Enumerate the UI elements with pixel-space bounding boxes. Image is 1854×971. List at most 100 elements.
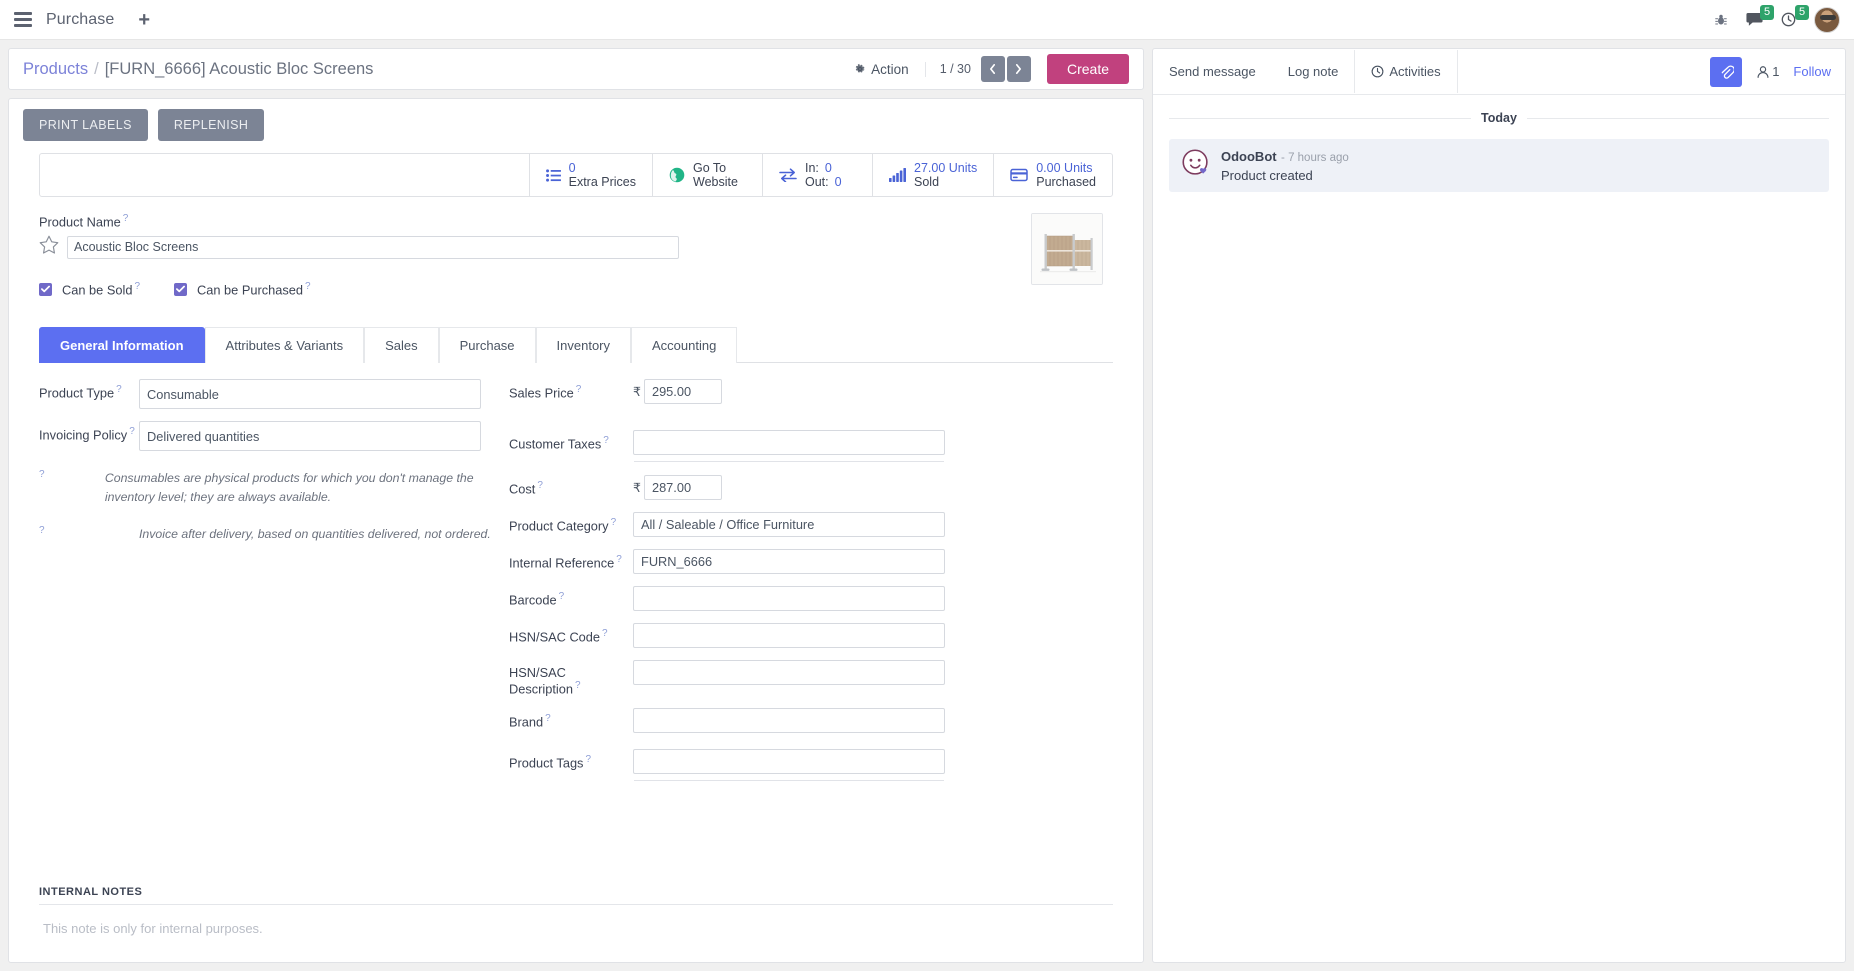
messages-badge: 5 (1760, 5, 1775, 20)
breadcrumb-current-record: [FURN_6666] Acoustic Bloc Screens (104, 59, 374, 78)
print-labels-button[interactable]: PRINT LABELS (23, 109, 148, 141)
followers-button[interactable]: 1 (1756, 64, 1779, 79)
help-icon[interactable]: ? (545, 712, 551, 724)
internal-notes-header: INTERNAL NOTES (39, 886, 1113, 905)
help-icon[interactable]: ? (603, 434, 609, 446)
smart-button-units-purchased[interactable]: 0.00 Units Purchased (994, 154, 1112, 196)
notebook-tabs: General Information Attributes & Variant… (39, 326, 1113, 363)
currency-symbol: ₹ (633, 384, 641, 399)
activities-icon[interactable]: 5 (1781, 5, 1810, 27)
chatter-message-author[interactable]: OdooBot (1221, 149, 1277, 164)
chatter-log-note-button[interactable]: Log note (1287, 64, 1339, 79)
pager-next-button[interactable] (1006, 56, 1031, 82)
can-be-sold-checkbox[interactable] (39, 282, 52, 296)
help-icon[interactable]: ? (616, 553, 622, 565)
sales-price-input[interactable]: 295.00 (643, 378, 722, 404)
help-icon[interactable]: ? (575, 383, 582, 395)
control-panel-right: Action 1 / 30 Create (854, 54, 1129, 84)
activities-badge: 5 (1795, 5, 1810, 20)
tab-inventory[interactable]: Inventory (535, 326, 632, 363)
clock-icon (1371, 65, 1384, 78)
help-icon[interactable]: ? (610, 516, 617, 528)
tab-general-information[interactable]: General Information (39, 326, 205, 363)
chatter-toolbar-right: 1 Follow (1710, 56, 1831, 87)
help-icon[interactable]: ? (122, 213, 129, 224)
smart-button-units-sold[interactable]: 27.00 Units Sold (873, 154, 995, 196)
product-type-select[interactable]: Consumable (139, 378, 481, 409)
sales-price-money: ₹ 295.00 (633, 378, 722, 404)
field-barcode: Barcode? (509, 585, 1113, 611)
tab-sales[interactable]: Sales (364, 326, 439, 363)
chatter-message-body: Product created (1221, 168, 1313, 183)
internal-notes-input[interactable]: This note is only for internal purposes. (43, 921, 263, 936)
currency-symbol: ₹ (633, 480, 641, 495)
help-icon[interactable]: ? (134, 281, 140, 293)
product-image[interactable] (1031, 213, 1103, 285)
help-icon[interactable]: ? (558, 590, 565, 602)
favorite-star-icon[interactable] (39, 235, 59, 259)
apps-menu-icon[interactable] (14, 9, 32, 31)
pager-previous-button[interactable] (980, 56, 1005, 82)
paperclip-icon[interactable] (1710, 56, 1743, 87)
breadcrumb-separator: / (94, 59, 99, 78)
bug-icon[interactable] (1714, 13, 1728, 27)
tab-accounting[interactable]: Accounting (631, 326, 738, 363)
smart-button-in-out[interactable]: In: 0 Out: 0 (763, 154, 873, 196)
help-icon[interactable]: ? (537, 479, 543, 491)
product-tags-input[interactable] (633, 748, 945, 781)
chatter-toolbar: Send message Log note Activities (1153, 49, 1845, 95)
internal-reference-label: Internal Reference? (509, 553, 622, 570)
can-be-purchased-checkbox[interactable] (174, 282, 187, 296)
invoicing-policy-select[interactable]: Delivered quantities (139, 420, 481, 451)
field-product-tags: Product Tags? (509, 748, 1113, 781)
user-avatar[interactable] (1814, 6, 1840, 33)
breadcrumb-products-link[interactable]: Products (23, 59, 89, 78)
units-sold-value: 27.00 Units (914, 160, 978, 175)
field-customer-taxes: Customer Taxes? (509, 429, 1113, 462)
help-icon[interactable]: ? (585, 753, 592, 765)
hsn-description-input[interactable] (633, 659, 945, 685)
form-column: Products / [FURN_6666] Acoustic Bloc Scr… (8, 48, 1144, 963)
help-icon[interactable]: ? (305, 281, 311, 293)
action-menu-button[interactable]: Action (854, 61, 926, 77)
chevron-right-icon (1016, 64, 1022, 74)
internal-reference-input[interactable]: FURN_6666 (633, 548, 945, 574)
tab-attributes-variants[interactable]: Attributes & Variants (204, 326, 365, 363)
chatter-day-separator: Today (1169, 109, 1829, 127)
help-icon[interactable]: ? (39, 524, 45, 536)
field-hsn-description: HSN/SAC Description? (509, 659, 1113, 696)
replenish-button[interactable]: REPLENISH (157, 109, 265, 141)
right-field-column: Sales Price? ₹ 295.00 Customer Taxes? Co… (509, 378, 1113, 880)
barcode-input[interactable] (633, 585, 945, 611)
customer-taxes-input[interactable] (633, 429, 945, 462)
brand-input[interactable] (633, 707, 945, 733)
field-invoicing-policy: Invoicing Policy? Delivered quantities (39, 420, 499, 451)
current-app-name[interactable]: Purchase (46, 10, 115, 28)
hsn-code-input[interactable] (633, 622, 945, 648)
help-icon[interactable]: ? (116, 383, 122, 395)
new-tab-plus-icon[interactable]: + (138, 8, 151, 31)
extra-prices-label: Extra Prices (568, 175, 636, 189)
create-button[interactable]: Create (1046, 54, 1129, 84)
smart-button-go-to-website[interactable]: Go To Website (653, 154, 763, 196)
chatter-panel: Send message Log note Activities (1152, 48, 1846, 963)
help-icon[interactable]: ? (129, 425, 135, 437)
product-name-input[interactable] (67, 235, 679, 259)
messages-icon[interactable]: 5 (1746, 5, 1775, 27)
smart-button-extra-prices[interactable]: 0 Extra Prices (530, 154, 653, 196)
invoicing-policy-label: Invoicing Policy? (39, 425, 135, 442)
tab-purchase[interactable]: Purchase (438, 326, 536, 363)
chatter-send-message-button[interactable]: Send message (1169, 64, 1256, 79)
can-be-sold-label: Can be Sold? (62, 281, 140, 298)
followers-count: 1 (1772, 64, 1780, 79)
cost-input[interactable]: 287.00 (643, 474, 722, 500)
follow-button[interactable]: Follow (1793, 64, 1831, 79)
help-icon[interactable]: ? (575, 679, 581, 691)
product-category-label: Product Category? (509, 516, 617, 533)
chatter-activities-button[interactable]: Activities (1354, 50, 1458, 93)
product-category-input[interactable]: All / Saleable / Office Furniture (633, 511, 945, 537)
general-information-fields: Product Type? Consumable Invoicing Polic… (39, 363, 1113, 880)
help-icon[interactable]: ? (39, 468, 45, 480)
help-icon[interactable]: ? (602, 627, 608, 639)
out-key: Out: (805, 175, 829, 189)
